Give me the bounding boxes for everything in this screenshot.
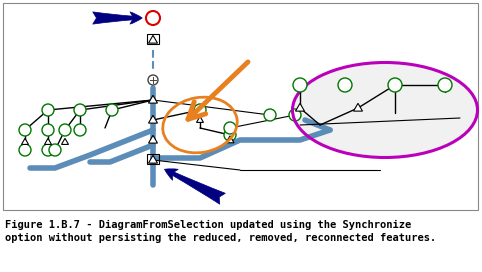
Circle shape <box>49 144 61 156</box>
Circle shape <box>74 124 86 136</box>
Polygon shape <box>226 136 234 143</box>
Polygon shape <box>295 103 305 111</box>
Circle shape <box>59 124 71 136</box>
Circle shape <box>194 104 206 116</box>
Circle shape <box>338 78 352 92</box>
Circle shape <box>224 129 236 141</box>
Circle shape <box>19 124 31 136</box>
Circle shape <box>19 144 31 156</box>
Circle shape <box>438 78 452 92</box>
Polygon shape <box>22 138 28 144</box>
Circle shape <box>74 104 86 116</box>
Text: Figure 1.B.7 - DiagramFromSelection updated using the Synchronize: Figure 1.B.7 - DiagramFromSelection upda… <box>5 220 411 230</box>
Polygon shape <box>148 115 158 123</box>
Bar <box>3 3 478 210</box>
Circle shape <box>264 109 276 121</box>
Circle shape <box>388 78 402 92</box>
Polygon shape <box>148 95 158 103</box>
Circle shape <box>224 122 236 134</box>
Polygon shape <box>148 135 158 143</box>
Polygon shape <box>148 35 158 43</box>
Polygon shape <box>62 138 68 144</box>
Circle shape <box>148 75 158 85</box>
Text: option without persisting the reduced, removed, reconnected features.: option without persisting the reduced, r… <box>5 233 436 243</box>
Circle shape <box>42 104 54 116</box>
Circle shape <box>42 144 54 156</box>
Polygon shape <box>44 138 52 144</box>
Polygon shape <box>197 116 203 122</box>
Ellipse shape <box>293 63 478 157</box>
Bar <box>147 154 159 164</box>
Circle shape <box>293 78 307 92</box>
Circle shape <box>289 109 301 121</box>
Circle shape <box>106 104 118 116</box>
Polygon shape <box>148 155 158 163</box>
Bar <box>147 34 159 44</box>
Circle shape <box>42 124 54 136</box>
Polygon shape <box>353 103 362 111</box>
Circle shape <box>146 11 160 25</box>
